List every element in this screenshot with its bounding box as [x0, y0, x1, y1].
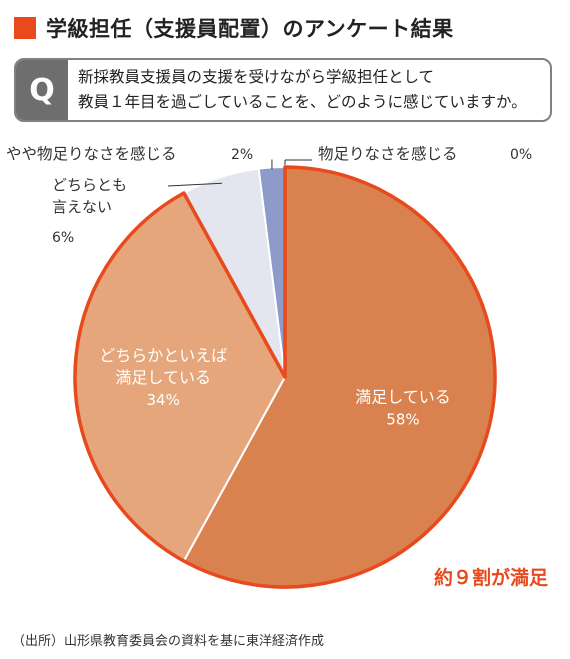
slice-value-0: 58%: [386, 410, 419, 428]
question-line-1: 新採教員支援員の支援を受けながら学級担任として: [78, 68, 435, 86]
question-box: Q 新採教員支援員の支援を受けながら学級担任として 教員１年目を過ごしていること…: [14, 58, 552, 122]
question-text: 新採教員支援員の支援を受けながら学級担任として 教員１年目を過ごしていることを、…: [68, 61, 550, 119]
slice-value-4: 0%: [510, 147, 532, 163]
chart-title: 学級担任（支援員配置）のアンケート結果: [46, 17, 454, 41]
slice-label-1-line-0: どちらかといえば: [99, 346, 227, 365]
highlight-caption: 約９割が満足: [434, 566, 549, 589]
slice-value-2: 6%: [52, 230, 74, 246]
chart-header: 学級担任（支援員配置）のアンケート結果: [14, 13, 454, 43]
slice-label-2-line-1: 言えない: [52, 198, 112, 216]
square-marker-fill: [14, 17, 36, 39]
question-badge: Q: [16, 60, 68, 120]
slice-label-4: 物足りなさを感じる: [318, 145, 458, 163]
source-note: （出所）山形県教育委員会の資料を基に東洋経済作成: [12, 634, 325, 649]
slice-label-1-line-1: 満足している: [115, 368, 211, 387]
slice-label-3: やや物足りなさを感じる: [6, 145, 177, 163]
leader-line-2: [167, 182, 223, 187]
slice-label-0-line-0: 満足している: [355, 387, 451, 406]
question-line-2: 教員１年目を過ごしていることを、どのように感じていますか。: [78, 93, 527, 111]
slice-label-2-line-0: どちらとも: [52, 176, 127, 194]
highlight-outline: [73, 165, 497, 589]
square-marker-icon: [14, 17, 36, 39]
slice-value-3: 2%: [231, 147, 253, 163]
slice-value-1: 34%: [147, 391, 180, 409]
